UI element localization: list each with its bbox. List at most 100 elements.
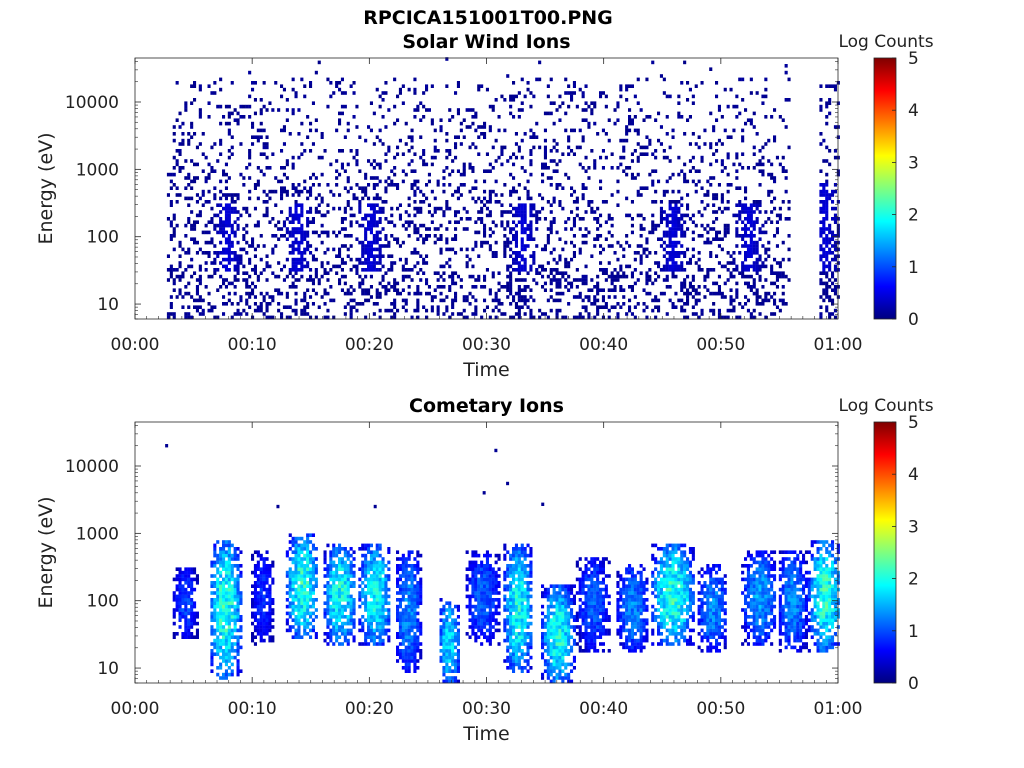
spectrogram-cell (253, 598, 257, 602)
spectrogram-cell (340, 611, 344, 616)
spectrogram-cell (590, 101, 594, 105)
spectrogram-cell (529, 312, 533, 316)
spectrogram-cell (833, 213, 837, 218)
spectrogram-cell (300, 598, 304, 602)
spectrogram-cell (520, 155, 524, 160)
spectrogram-cell (285, 98, 289, 102)
spectrogram-cell (294, 308, 298, 313)
spectrogram-cell (599, 179, 603, 184)
spectrogram-cell (346, 291, 350, 296)
spectrogram-cell (471, 285, 475, 289)
spectrogram-cell (770, 312, 774, 316)
spectrogram-cell (265, 625, 269, 629)
spectrogram-cell (474, 179, 478, 184)
spectrogram-cell (749, 285, 753, 289)
spectrogram-cell (659, 142, 663, 146)
spectrogram-cell (659, 210, 663, 214)
spectrogram-cell (326, 567, 330, 571)
spectrogram-cell (323, 291, 327, 296)
spectrogram-cell (309, 604, 313, 609)
spectrogram-cell (404, 274, 408, 279)
spectrogram-cell (224, 278, 228, 282)
spectrogram-cell (184, 615, 188, 619)
spectrogram-cell (825, 254, 829, 258)
spectrogram-cell (422, 104, 426, 109)
spectrogram-cell (575, 200, 579, 204)
spectrogram-cell (309, 587, 313, 592)
spectrogram-cell (436, 308, 440, 313)
spectrogram-cell (729, 302, 733, 306)
spectrogram-cell (775, 261, 779, 265)
spectrogram-cell (184, 291, 188, 296)
spectrogram-cell (352, 625, 356, 629)
spectrogram-cell (523, 230, 527, 235)
spectrogram-cell (210, 220, 214, 224)
spectrogram-cell (230, 302, 234, 306)
spectrogram-cell (271, 560, 275, 565)
spectrogram-cell (187, 621, 191, 626)
spectrogram-cell (282, 87, 286, 92)
spectrogram-cell (358, 621, 362, 626)
spectrogram-cell (694, 189, 698, 194)
spectrogram-cell (303, 611, 307, 616)
spectrogram-cell (526, 298, 530, 303)
spectrogram-cell (480, 206, 484, 211)
spectrogram-cell (219, 638, 223, 643)
spectrogram-cell (509, 189, 513, 194)
spectrogram-cell (224, 642, 228, 646)
spectrogram-cell (213, 257, 217, 262)
spectrogram-cell (242, 308, 246, 313)
spectrogram-cell (514, 223, 518, 228)
spectrogram-cell (323, 553, 327, 558)
spectrogram-cell (216, 567, 220, 571)
spectrogram-cell (317, 234, 321, 238)
figure-title: RPCICA151001T00.PNG (363, 7, 613, 29)
spectrogram-cell (500, 152, 504, 156)
spectrogram-cell (454, 298, 458, 303)
spectrogram-cell (578, 295, 582, 299)
spectrogram-cell (451, 271, 455, 275)
spectrogram-cell (610, 234, 614, 238)
spectrogram-cell (300, 550, 304, 554)
spectrogram-cell (372, 111, 376, 116)
spectrogram-cell (572, 254, 576, 258)
spectrogram-cell (517, 298, 521, 303)
spectrogram-cell (314, 230, 318, 235)
spectrogram-cell (346, 615, 350, 619)
spectrogram-cell (741, 274, 745, 279)
spectrogram-cell (364, 557, 368, 561)
spectrogram-cell (512, 152, 516, 156)
spectrogram-cell (349, 268, 353, 272)
spectrogram-cell (535, 268, 539, 272)
spectrogram-cell (233, 108, 237, 112)
spectrogram-cell (465, 227, 469, 231)
spectrogram-cell (222, 598, 226, 602)
spectrogram-cell (709, 240, 713, 245)
spectrogram-cell (529, 91, 533, 95)
spectrogram-cell (570, 91, 574, 95)
spectrogram-cell (210, 166, 214, 170)
spectrogram-cell (222, 223, 226, 228)
spectrogram-cell (387, 176, 391, 180)
spectrogram-cell (610, 271, 614, 275)
spectrogram-cell (294, 217, 298, 221)
spectrogram-cell (509, 278, 513, 282)
spectrogram-cell (764, 291, 768, 296)
spectrogram-cell (332, 591, 336, 595)
spectrogram-cell (416, 179, 420, 184)
spectrogram-cell (256, 584, 260, 588)
spectrogram-cell (593, 104, 597, 109)
spectrogram-cell (361, 594, 365, 599)
spectrogram-cell (755, 162, 759, 167)
spectrogram-cell (833, 155, 837, 160)
spectrogram-cell (343, 577, 347, 582)
spectrogram-cell (306, 547, 310, 551)
spectrogram-cell (224, 594, 228, 599)
spectrogram-cell (390, 234, 394, 238)
x-tick-label: 00:00 (111, 335, 160, 355)
spectrogram-cell (233, 598, 237, 602)
spectrogram-cell (224, 257, 228, 262)
spectrogram-cell (224, 543, 228, 548)
spectrogram-cell (819, 104, 823, 109)
spectrogram-cell (219, 138, 223, 143)
